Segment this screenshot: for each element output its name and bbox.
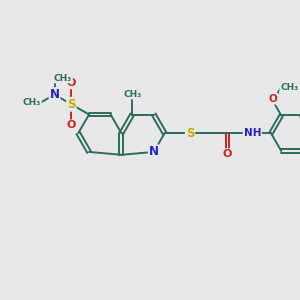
Text: S: S bbox=[186, 127, 194, 140]
Text: NH: NH bbox=[244, 128, 261, 138]
Text: O: O bbox=[223, 149, 232, 159]
Text: CH₃: CH₃ bbox=[123, 90, 141, 99]
Text: S: S bbox=[67, 98, 76, 111]
Text: O: O bbox=[67, 120, 76, 130]
Text: N: N bbox=[149, 146, 159, 158]
Text: CH₃: CH₃ bbox=[54, 74, 72, 82]
Text: CH₃: CH₃ bbox=[280, 83, 298, 92]
Text: O: O bbox=[268, 94, 278, 104]
Text: O: O bbox=[67, 78, 76, 88]
Text: N: N bbox=[50, 88, 59, 101]
Text: CH₃: CH₃ bbox=[23, 98, 41, 107]
